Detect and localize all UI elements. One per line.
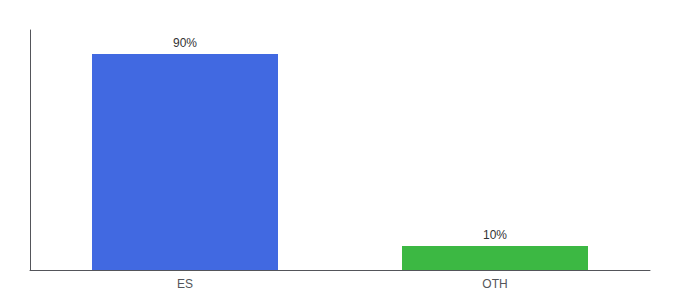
svg-text:90%: 90%: [173, 36, 197, 50]
svg-text:OTH: OTH: [482, 277, 507, 291]
svg-text:10%: 10%: [483, 228, 507, 242]
svg-text:ES: ES: [177, 277, 193, 291]
